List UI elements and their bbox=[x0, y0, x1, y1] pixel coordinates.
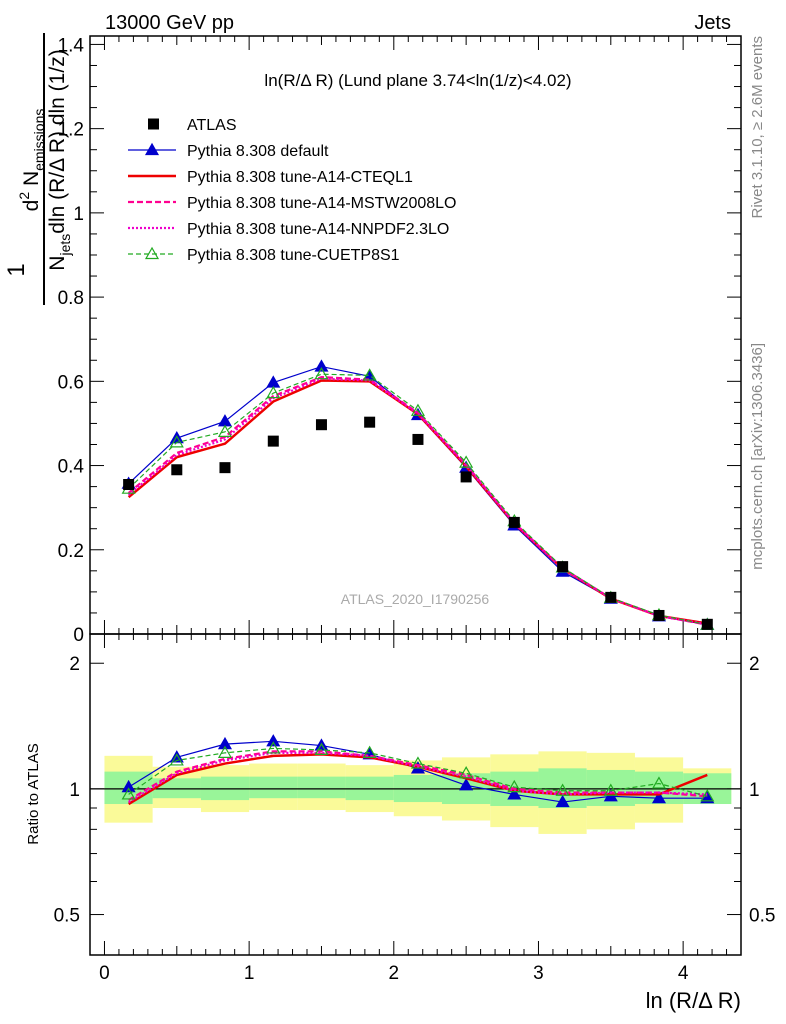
legend-label: Pythia 8.308 default bbox=[187, 143, 329, 160]
legend-label: Pythia 8.308 tune-A14-CTEQL1 bbox=[187, 169, 413, 186]
x-tick-label: 4 bbox=[678, 963, 689, 984]
series-marker bbox=[266, 375, 281, 388]
uncertainty-band-inner bbox=[297, 776, 346, 799]
legend-label: Pythia 8.308 tune-A14-MSTW2008LO bbox=[187, 195, 456, 212]
mcplots-label: mcplots.cern.ch [arXiv:1306.3436] bbox=[749, 343, 766, 570]
y-tick-label: 0.2 bbox=[58, 541, 84, 562]
ylabel-one: 1 bbox=[3, 263, 30, 276]
series-marker bbox=[217, 424, 233, 437]
watermark: ATLAS_2020_I1790256 bbox=[341, 591, 490, 607]
x-tick-label: 2 bbox=[389, 963, 400, 984]
series-marker bbox=[169, 435, 184, 448]
legend-label: Pythia 8.308 tune-CUETP8S1 bbox=[187, 247, 400, 264]
ratio-marker bbox=[700, 789, 715, 802]
y-tick-label: 1.2 bbox=[58, 120, 84, 141]
ylabel-numerator: d2 Nemissions bbox=[16, 109, 47, 212]
x-tick-label: 3 bbox=[533, 963, 544, 984]
ratio-marker bbox=[217, 736, 233, 750]
series-marker bbox=[217, 414, 233, 427]
y-tick-label: 0.4 bbox=[58, 457, 85, 478]
ratio-marker bbox=[651, 790, 667, 804]
legend-marker bbox=[144, 246, 160, 260]
ratio-marker bbox=[410, 756, 425, 769]
series-marker bbox=[459, 455, 474, 468]
legend: ATLAS Pythia 8.308 default Pythia 8.308 tu… bbox=[128, 117, 456, 264]
main-ylabel: 1 d2 Nemissions Njetsdln (R/Δ R) dln (1/… bbox=[3, 33, 73, 305]
legend-marker bbox=[144, 142, 160, 156]
x-axis-label: ln (R/Δ R) bbox=[646, 988, 741, 1013]
data-point bbox=[315, 419, 327, 431]
ratio-marker bbox=[507, 787, 522, 800]
rivet-label: Rivet 3.1.10, ≥ 2.6M events bbox=[749, 36, 766, 219]
legend-label: Pythia 8.308 tune-A14-NNPDF2.3LO bbox=[187, 221, 449, 238]
data-point bbox=[557, 561, 569, 573]
legend-marker bbox=[148, 118, 159, 130]
series-marker bbox=[314, 366, 329, 380]
data-point bbox=[171, 464, 183, 476]
data-point bbox=[364, 416, 376, 428]
data-point bbox=[123, 479, 135, 490]
ratio-marker bbox=[700, 790, 715, 804]
ylabel-denominator: Njetsdln (R/Δ R) dln (1/z) bbox=[46, 49, 73, 270]
ratio-y-tick-label: 2 bbox=[69, 654, 80, 675]
header-right: Jets bbox=[694, 12, 731, 34]
y-tick-label: 1 bbox=[73, 204, 84, 225]
ratio-marker bbox=[507, 779, 522, 793]
y-tick-label: 1.4 bbox=[58, 35, 85, 56]
x-tick-label: 1 bbox=[244, 963, 255, 984]
ratio-y-tick-label-right: 0.5 bbox=[749, 906, 775, 927]
data-point bbox=[460, 471, 472, 483]
data-point bbox=[267, 435, 279, 447]
ratio-frame bbox=[89, 633, 742, 956]
main-marks: 0 0.2 0.4 0.6 0.8 1 1.2 1.4 bbox=[58, 35, 742, 646]
series-marker bbox=[266, 385, 281, 399]
ratio-y-tick-label: 1 bbox=[69, 780, 80, 801]
ratio-panel: 0.5 0.5 1 1 2 2 0 1 2 3 4 bbox=[54, 633, 775, 984]
ratio-marker bbox=[266, 734, 281, 747]
series-marker bbox=[410, 403, 425, 416]
ratio-marker bbox=[362, 745, 377, 758]
data-point bbox=[605, 591, 617, 603]
ratio-line bbox=[128, 751, 708, 803]
ratio-marker bbox=[555, 783, 570, 796]
ratio-marker bbox=[459, 778, 474, 791]
ratio-marker bbox=[169, 753, 184, 766]
uncertainty-band-inner bbox=[249, 776, 298, 799]
x-tick-label: 0 bbox=[99, 963, 110, 984]
ratio-ylabel: Ratio to ATLAS bbox=[25, 743, 42, 844]
data-point bbox=[219, 462, 231, 474]
header-left: 13000 GeV pp bbox=[105, 12, 234, 34]
chart-title: ln(R/Δ R) (Lund plane 3.74<ln(1/z)<4.02) bbox=[264, 71, 571, 90]
y-tick-label: 0.6 bbox=[58, 372, 84, 393]
series-marker bbox=[314, 359, 329, 372]
ratio-marker bbox=[266, 741, 281, 754]
ratio-marker bbox=[603, 783, 618, 796]
data-point bbox=[701, 618, 713, 630]
ratio-y-tick-label-right: 1 bbox=[749, 780, 760, 801]
ratio-marker bbox=[651, 776, 667, 789]
ratio-marker bbox=[217, 745, 233, 758]
ratio-y-tick-label: 0.5 bbox=[54, 906, 80, 927]
ratio-marker bbox=[121, 779, 136, 793]
ratio-y-tick-label-right: 2 bbox=[749, 654, 760, 675]
chart-title-text: ln(R/Δ R) (Lund plane 3.74<ln(1/z)<4.02) bbox=[264, 71, 571, 90]
ratio-line bbox=[128, 747, 708, 797]
ratio-marker bbox=[314, 742, 329, 755]
main-panel: 0 0.2 0.4 0.6 0.8 1 1.2 1.4 ATLAS_2020_I1790256… bbox=[58, 35, 742, 646]
y-tick-label: 0.8 bbox=[58, 288, 84, 309]
legend-label: ATLAS bbox=[187, 117, 237, 134]
series-line bbox=[127, 376, 708, 626]
y-tick-label: 0 bbox=[73, 625, 84, 646]
data-point bbox=[508, 516, 520, 528]
series-marker bbox=[362, 368, 377, 381]
ratio-marker bbox=[121, 787, 136, 800]
ratio-marker bbox=[555, 794, 570, 808]
ratio-marker bbox=[459, 766, 474, 779]
data-point bbox=[412, 433, 424, 445]
ratio-marks: 0.5 0.5 1 1 2 2 0 1 2 3 4 bbox=[54, 633, 775, 984]
data-point bbox=[653, 609, 665, 621]
